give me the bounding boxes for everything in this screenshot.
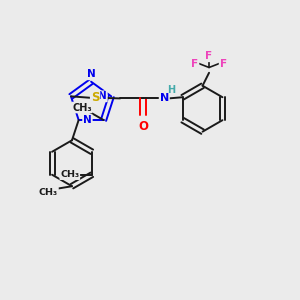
- Text: F: F: [206, 51, 213, 61]
- Text: O: O: [138, 121, 148, 134]
- Text: S: S: [91, 91, 99, 104]
- Text: F: F: [220, 59, 227, 69]
- Text: CH₃: CH₃: [39, 188, 58, 196]
- Text: CH₃: CH₃: [60, 170, 79, 179]
- Text: CH₃: CH₃: [72, 103, 92, 112]
- Text: N: N: [160, 93, 169, 103]
- Text: N: N: [87, 69, 95, 79]
- Text: F: F: [191, 59, 199, 69]
- Text: N: N: [98, 91, 107, 101]
- Text: H: H: [167, 85, 175, 94]
- Text: N: N: [83, 115, 92, 125]
